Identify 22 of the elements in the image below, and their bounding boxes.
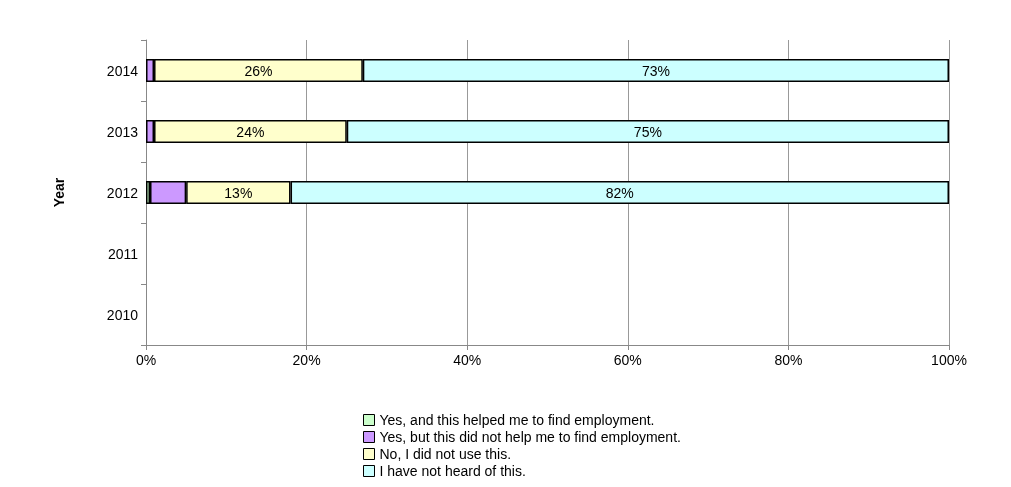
x-tick-label: 40%	[453, 352, 482, 368]
data-label: 24%	[236, 123, 265, 140]
legend-label: Yes, but this did not help me to find employment.	[379, 429, 681, 445]
y-tick-label: 2014	[106, 62, 139, 79]
legend-label: I have not heard of this.	[379, 463, 526, 479]
x-tick-label: 0%	[135, 352, 157, 368]
data-label: 13%	[224, 184, 253, 201]
legend-label: No, I did not use this.	[379, 446, 512, 462]
legend-label: Yes, and this helped me to find employment.	[379, 412, 655, 428]
x-tick-label: 100%	[931, 352, 967, 368]
data-label: 75%	[633, 123, 662, 140]
y-tick-label: 2010	[106, 306, 139, 323]
x-tick-label: 60%	[613, 352, 642, 368]
y-tick-label: 2013	[106, 123, 139, 140]
y-tick-label: 2012	[106, 184, 139, 201]
data-label: 26%	[244, 62, 273, 79]
data-label: 82%	[605, 184, 634, 201]
data-label: 73%	[641, 62, 670, 79]
y-axis-title: Year	[51, 177, 67, 208]
y-tick-label: 2011	[107, 245, 139, 262]
x-tick-label: 20%	[292, 352, 321, 368]
x-tick-label: 80%	[774, 352, 803, 368]
